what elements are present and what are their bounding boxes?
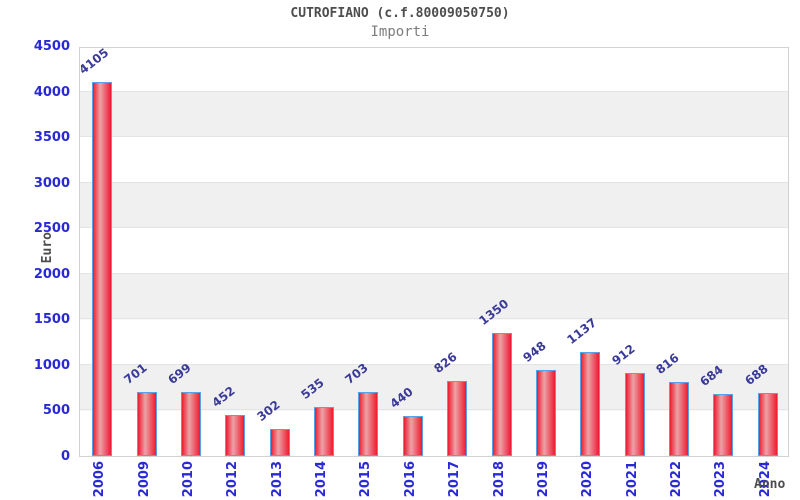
x-tick-label: 2023 — [713, 461, 729, 498]
y-tick-label: 0 — [60, 449, 70, 464]
bar — [136, 392, 157, 456]
y-tick-label: 4000 — [33, 84, 70, 100]
y-tick-label: 3000 — [33, 175, 70, 191]
bar — [358, 391, 379, 456]
gridline — [80, 181, 788, 183]
x-tick-label: 2020 — [580, 461, 596, 498]
y-tick-label: 2000 — [33, 266, 70, 282]
gridline — [80, 363, 788, 365]
x-axis-tick-labels: 2006 2009 2010 2012 2013 2014 2015 2016 2017 2018… — [79, 461, 789, 500]
y-tick-label: 2500 — [33, 221, 70, 237]
bar — [92, 82, 113, 456]
gridline — [80, 90, 788, 92]
x-tick-label: 2013 — [269, 461, 285, 498]
y-tick-label: 1500 — [33, 312, 70, 328]
bar — [269, 428, 290, 456]
gridline — [80, 136, 788, 138]
x-tick-label: 2022 — [669, 461, 685, 498]
bar-value-label: 440 — [387, 384, 416, 411]
bar-value-label: 688 — [742, 361, 771, 389]
chart-subtitle: Importi — [370, 24, 430, 40]
x-tick-label: 2012 — [225, 461, 241, 498]
chart-title: CUTROFIANO (c.f.80009050750) — [290, 6, 510, 21]
bar-value-label: 1137 — [564, 315, 600, 348]
bar — [491, 333, 512, 456]
gridline — [80, 272, 788, 274]
bar — [669, 381, 690, 456]
bar-value-label: 302 — [254, 397, 283, 424]
x-tick-label: 2017 — [447, 461, 463, 498]
bar — [624, 372, 645, 456]
bar-value-label: 816 — [653, 350, 682, 377]
bar — [402, 415, 423, 456]
x-tick-label: 2014 — [314, 461, 330, 498]
y-axis-title: Euro — [40, 232, 55, 264]
y-tick-label: 3500 — [33, 130, 70, 146]
x-tick-label: 2018 — [491, 461, 507, 498]
bar — [580, 352, 601, 456]
gridline — [80, 227, 788, 229]
gridline — [80, 409, 788, 411]
bar-value-label: 452 — [209, 383, 239, 410]
x-tick-label: 2009 — [136, 461, 152, 498]
bar — [713, 393, 734, 456]
bar — [447, 380, 468, 456]
y-tick-label: 4500 — [33, 39, 70, 54]
gridline — [80, 318, 788, 320]
y-tick-label: 500 — [42, 403, 70, 419]
bar — [757, 393, 778, 456]
bar-value-label: 4105 — [76, 45, 112, 77]
y-tick-label: 1000 — [33, 357, 70, 373]
x-tick-label: 2021 — [624, 461, 640, 498]
bar-value-label: 684 — [697, 362, 727, 389]
bar — [180, 392, 201, 456]
x-tick-label: 2015 — [358, 461, 374, 498]
bar-value-label: 826 — [431, 349, 460, 376]
x-tick-label: 2016 — [402, 461, 418, 498]
bar-value-label: 1350 — [475, 296, 511, 328]
plot-area: 4105 701 699 452 302 535 703 440 826 1350 948 1137 9… — [76, 45, 789, 457]
bar-value-label: 948 — [520, 338, 549, 365]
bar — [314, 407, 335, 456]
bar — [535, 369, 556, 456]
x-tick-label: 2019 — [535, 461, 551, 498]
bar-value-label: 535 — [298, 375, 327, 403]
x-tick-label: 2006 — [92, 461, 108, 498]
x-tick-label: 2010 — [180, 461, 196, 498]
bar — [225, 414, 246, 456]
x-axis-title: Anno — [754, 477, 786, 492]
